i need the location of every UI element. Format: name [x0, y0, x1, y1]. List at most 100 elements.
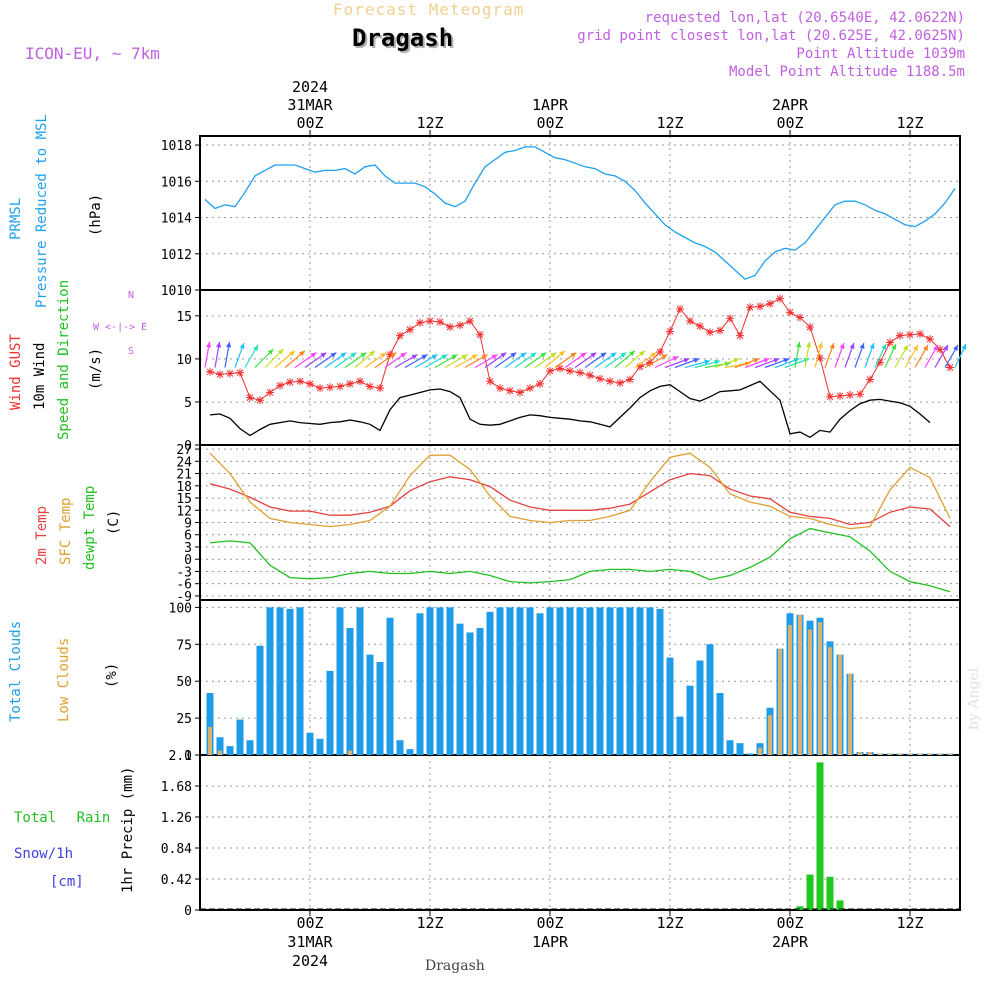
gust-marker [466, 317, 474, 325]
wind-arrow-head [570, 352, 577, 358]
y-tick-label: 0.42 [161, 873, 192, 888]
wind-arrow [304, 352, 327, 368]
wind-arrow [674, 358, 700, 369]
bottom-time-label: 1APR [532, 933, 569, 951]
wind-arrow [844, 342, 855, 368]
gust-marker [636, 362, 644, 371]
top-time-label: 00Z [536, 114, 563, 132]
wind-arrow-head [923, 344, 928, 351]
wind-arrow-head [869, 343, 875, 350]
wind-arrow-head [540, 352, 547, 358]
wind-arrow-head [590, 352, 597, 358]
gust-marker [846, 391, 854, 400]
model-label: ICON-EU, ~ 7km [25, 44, 160, 63]
low-cloud-bar [758, 747, 762, 755]
snow-label: Snow/1h [14, 846, 74, 862]
low-cloud-bar [928, 753, 932, 755]
wind-arrow [744, 358, 770, 369]
total-cloud-bar [686, 685, 694, 755]
low-cloud-bar [818, 622, 822, 755]
wind-arrow-head [849, 343, 855, 350]
total-cloud-bar [476, 628, 484, 755]
rain-bar [816, 762, 824, 910]
gust-marker [296, 377, 304, 386]
gust-marker [356, 377, 364, 386]
low-cloud-bar [768, 715, 772, 755]
gust-marker [676, 304, 684, 313]
y-tick-label: 50 [176, 675, 192, 690]
wind-arrow-head [683, 358, 690, 363]
low-cloud-bar [838, 654, 842, 755]
bottom-time-label: 12Z [416, 914, 443, 932]
wind-arrow-head [441, 354, 448, 360]
bottom-time-label: 00Z [776, 914, 803, 932]
wind-arrow-head [704, 359, 711, 365]
low-cloud-bar [908, 753, 912, 755]
gust-marker [656, 348, 664, 356]
total-cloud-bar [636, 607, 644, 755]
y-tick-label: 21 [176, 468, 192, 483]
wind-arrow [214, 341, 222, 368]
gust-line [209, 297, 951, 401]
total-cloud-bar [246, 740, 254, 755]
y-tick-label: 24 [176, 455, 192, 470]
gust-marker [596, 374, 604, 383]
footer-location: Dragash [425, 958, 485, 974]
total-cloud-bar [516, 607, 524, 755]
gust-marker [376, 384, 384, 393]
wind-arrow [874, 343, 887, 368]
bottom-time-label: 31MAR [287, 933, 333, 951]
gust-marker [586, 371, 594, 380]
gust-marker [836, 391, 844, 400]
wind-arrow [694, 359, 721, 369]
gust-marker [516, 388, 524, 397]
top-time-label: 12Z [416, 114, 443, 132]
wind-arrow [394, 353, 418, 369]
gust-marker [346, 379, 354, 388]
total-cloud-bar [356, 607, 364, 755]
wind-arrow [804, 341, 812, 368]
low-cloud-bar [798, 614, 802, 755]
wind-arrow-head [891, 343, 897, 350]
gust-marker [336, 382, 344, 391]
total-cloud-bar [556, 607, 564, 755]
total-cloud-bar [256, 645, 264, 755]
bottom-time-label: 12Z [896, 914, 923, 932]
wind-arrow-head [753, 358, 760, 363]
compass-we: W <-|-> E [93, 322, 148, 333]
wind-arrow [444, 353, 468, 369]
gust-marker [936, 345, 944, 354]
y-tick-label: 1016 [161, 175, 192, 190]
gust-marker [686, 317, 694, 325]
wind-arrow [824, 342, 835, 368]
wind-arrow [414, 353, 438, 369]
wind-arrow-head [500, 352, 507, 358]
gust-marker [746, 303, 754, 312]
wind-arrow-head [299, 350, 305, 357]
y-tick-label: -6 [176, 578, 192, 593]
rain-bar [826, 876, 834, 910]
wind-arrow-head [481, 354, 488, 360]
total-cloud-bar [706, 644, 714, 755]
gust-marker [766, 299, 774, 308]
wind-arrow-head [913, 344, 918, 351]
wind-arrow [254, 348, 274, 368]
sfc-temp-line [209, 452, 951, 530]
gust-marker [776, 294, 784, 303]
wind-arrow-head [421, 354, 428, 360]
gust-marker [256, 396, 264, 405]
wind-arrow [884, 343, 897, 368]
wind-arrow [864, 342, 875, 368]
wind-arrow [454, 353, 478, 369]
wind-arrow-head [431, 354, 438, 360]
gust-marker [736, 331, 744, 340]
wind-arrow [714, 358, 740, 369]
gust-marker [226, 369, 234, 378]
y-tick-label: 0 [184, 553, 192, 568]
wind-arrow-head [510, 352, 517, 358]
wind-arrow [904, 344, 919, 368]
wind-arrow [404, 353, 428, 369]
wind-arrow-head [943, 344, 948, 351]
y-tick-label: 75 [176, 638, 192, 653]
gust-marker [506, 386, 514, 395]
